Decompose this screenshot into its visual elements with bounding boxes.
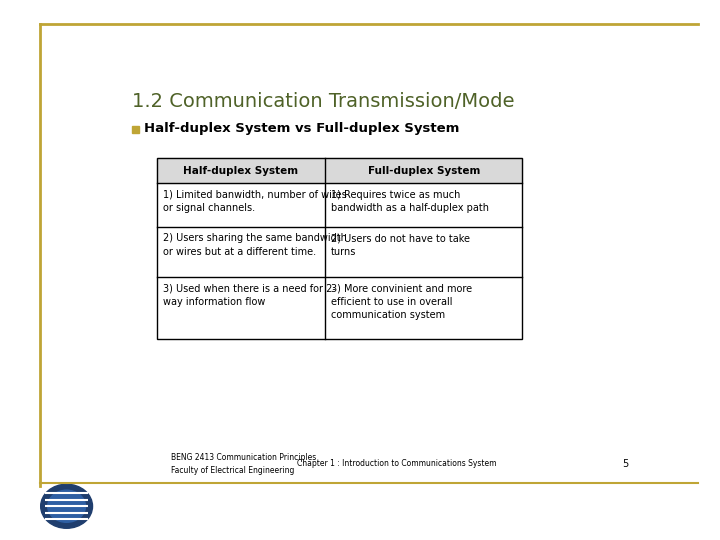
Text: 2) Users sharing the same bandwidth
or wires but at a different time.: 2) Users sharing the same bandwidth or w… (163, 233, 346, 257)
Text: 1.2 Communication Transmission/Mode: 1.2 Communication Transmission/Mode (132, 92, 514, 111)
Text: 1) Limited banwidth, number of wires
or signal channels.: 1) Limited banwidth, number of wires or … (163, 190, 346, 213)
Text: 5: 5 (623, 459, 629, 469)
Circle shape (41, 484, 93, 528)
Text: 3) Used when there is a need for 2-
way information flow: 3) Used when there is a need for 2- way … (163, 283, 336, 307)
Bar (132, 126, 139, 133)
Text: 1) Requires twice as much
bandwidth as a half-duplex path: 1) Requires twice as much bandwidth as a… (330, 190, 489, 213)
Circle shape (48, 490, 86, 522)
Text: Half-duplex System: Half-duplex System (184, 166, 299, 176)
Text: Half-duplex System vs Full-duplex System: Half-duplex System vs Full-duplex System (144, 123, 459, 136)
Text: Full-duplex System: Full-duplex System (368, 166, 480, 176)
Text: Chapter 1 : Introduction to Communications System: Chapter 1 : Introduction to Communicatio… (297, 460, 497, 469)
Text: 2) Users do not have to take
turns: 2) Users do not have to take turns (330, 233, 469, 257)
Bar (157, 158, 523, 183)
Text: 3) More convinient and more
efficient to use in overall
communication system: 3) More convinient and more efficient to… (330, 283, 472, 320)
Text: BENG 2413 Communication Principles
Faculty of Electrical Engineering: BENG 2413 Communication Principles Facul… (171, 453, 316, 475)
Bar (157, 158, 523, 339)
